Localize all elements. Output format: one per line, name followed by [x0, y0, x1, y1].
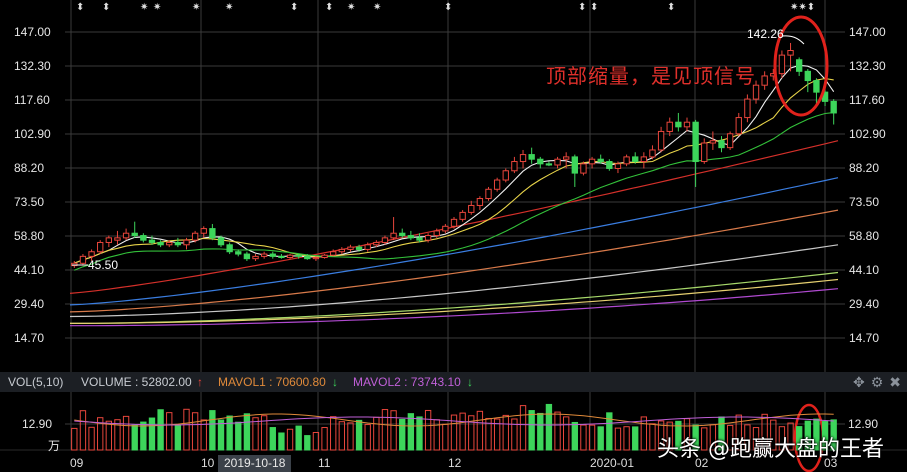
price-tick: 73.50: [849, 195, 880, 209]
low-price-label: 45.50: [88, 258, 119, 272]
event-marker-icon[interactable]: ⬍: [667, 2, 676, 13]
price-tick: 73.50: [14, 195, 45, 209]
date-tick: 02: [695, 456, 709, 470]
price-tick: 117.60: [849, 93, 885, 107]
event-marker-icon[interactable]: ✷: [140, 2, 149, 13]
price-tick: 132.30: [849, 59, 886, 73]
date-tick: 10: [201, 456, 215, 470]
event-marker-icon[interactable]: ✷: [347, 2, 356, 13]
volume-up-arrow-icon: ↑: [197, 375, 203, 389]
price-tick: 29.40: [849, 297, 880, 311]
mavol1-value: MAVOL1 : 70600.80: [218, 375, 326, 389]
price-tick: 147.00: [14, 25, 51, 39]
price-tick: 132.30: [14, 59, 51, 73]
event-marker-icon[interactable]: ✷: [153, 2, 162, 13]
event-marker-icon[interactable]: ⬍: [325, 2, 334, 13]
price-tick: 14.70: [14, 331, 45, 345]
date-tick: 03: [824, 456, 838, 470]
date-tick: 11: [318, 456, 331, 470]
price-tick: 147.00: [849, 25, 886, 39]
event-marker-icon[interactable]: ✷: [373, 2, 382, 13]
event-marker-icon[interactable]: ⬍: [102, 2, 111, 13]
price-tick: 44.10: [14, 263, 45, 277]
gear-icon[interactable]: ⚙: [870, 373, 884, 390]
price-tick: 44.10: [849, 263, 880, 277]
mavol2-value: MAVOL2 : 73743.10: [353, 375, 461, 389]
close-icon[interactable]: ✖: [889, 373, 901, 390]
date-tick: 09: [70, 456, 84, 470]
watermark: 头条 @跑赢大盘的王者: [657, 437, 884, 462]
event-marker-icon[interactable]: ✷✷⬍: [790, 2, 816, 13]
price-tick: 58.80: [849, 229, 880, 243]
peak-price-label: 142.26: [747, 27, 784, 41]
event-marker-icon[interactable]: ⬍: [578, 2, 587, 13]
volume-unit: 万: [48, 439, 61, 453]
vol-indicator-name[interactable]: VOL(5,10): [8, 375, 64, 389]
volume-tick: 12.90: [22, 417, 53, 431]
mavol1-down-arrow-icon: ↓: [332, 375, 338, 389]
event-marker-icon[interactable]: ⬍: [76, 2, 85, 13]
event-marker-icon[interactable]: ⬍: [290, 2, 299, 13]
crosshair-date-label: 2019-10-18: [218, 455, 292, 472]
price-tick: 117.60: [14, 93, 50, 107]
volume-indicator-bar: VOL(5,10) VOLUME : 52802.00 ↑ MAVOL1 : 7…: [0, 372, 907, 392]
volume-value: VOLUME : 52802.00: [81, 375, 192, 389]
event-marker-icon[interactable]: ✷: [225, 2, 234, 13]
date-tick: 2020-01: [590, 456, 635, 470]
price-tick: 102.90: [849, 127, 886, 141]
date-tick: 12: [448, 456, 462, 470]
price-tick: 88.20: [849, 161, 880, 175]
annotation-text: 顶部缩量，是见顶信号: [546, 64, 756, 88]
event-marker-icon[interactable]: ⬍: [444, 2, 453, 13]
price-tick: 29.40: [14, 297, 45, 311]
price-tick: 14.70: [849, 331, 880, 345]
panel-tools: ✥ ⚙ ✖: [853, 372, 901, 392]
mavol2-down-arrow-icon: ↓: [467, 375, 473, 389]
event-marker-icon[interactable]: ⬍: [590, 2, 599, 13]
price-tick: 88.20: [14, 161, 45, 175]
volume-tick-right: 12.90: [848, 417, 879, 431]
price-tick: 102.90: [14, 127, 51, 141]
event-marker-icon[interactable]: ✷: [192, 2, 201, 13]
move-icon[interactable]: ✥: [852, 373, 865, 390]
price-tick: 58.80: [14, 229, 45, 243]
